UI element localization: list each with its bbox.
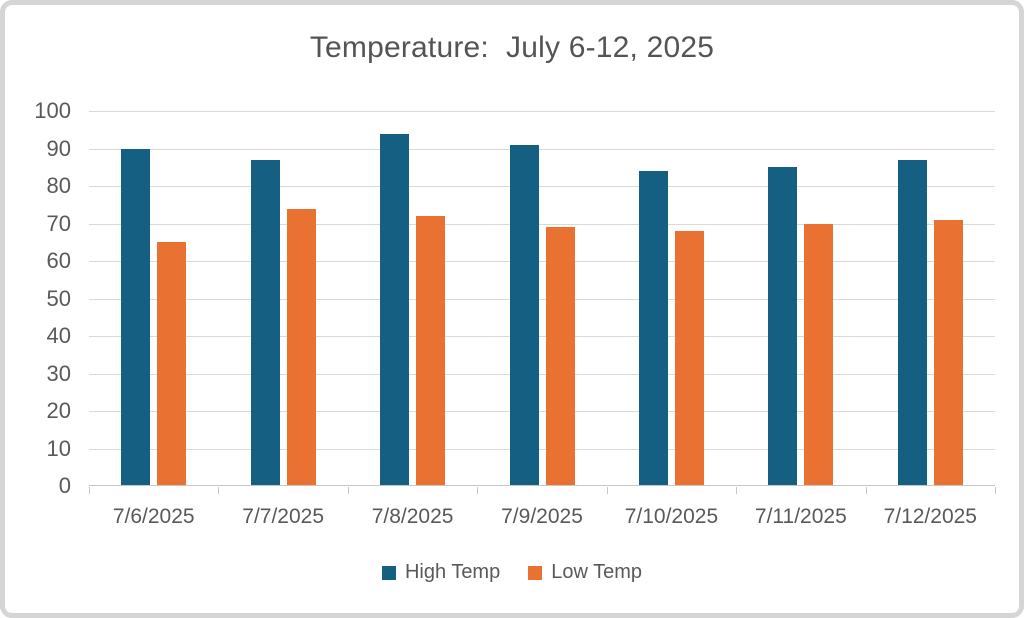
- y-axis-tick-label: 30: [46, 360, 71, 386]
- x-axis-tick: [218, 487, 220, 494]
- legend-item-high-temp: High Temp: [381, 561, 501, 584]
- legend-swatch-icon: [381, 565, 396, 580]
- legend-label: Low Temp: [551, 561, 643, 583]
- high-temp-bar: [768, 167, 798, 485]
- gridline: [89, 186, 995, 187]
- y-axis-tick-label: 10: [46, 435, 71, 461]
- high-temp-bar: [638, 171, 668, 485]
- legend-item-low-temp: Low Temp: [528, 561, 642, 584]
- x-axis-tick-label: 7/10/2025: [624, 505, 719, 528]
- gridline: [89, 261, 995, 262]
- y-axis-tick-label: 100: [34, 98, 71, 123]
- x-axis-tick: [606, 487, 608, 494]
- gridline: [89, 148, 995, 150]
- x-axis-tick: [89, 487, 90, 494]
- x-axis-tick-label: 7/9/2025: [501, 505, 583, 528]
- gridline: [89, 411, 995, 412]
- low-temp-bar: [157, 242, 187, 485]
- gridline: [89, 298, 995, 300]
- x-axis-tick: [347, 487, 349, 494]
- x-axis-tick: [995, 487, 996, 494]
- legend-swatch-icon: [528, 565, 543, 580]
- x-axis-tick-label: 7/12/2025: [883, 505, 977, 528]
- x-axis-line: [89, 485, 995, 486]
- gridline: [89, 111, 995, 112]
- low-temp-bar: [416, 216, 446, 485]
- x-axis-tick: [477, 487, 479, 494]
- gridline: [89, 223, 995, 225]
- y-axis-tick-label: 0: [58, 473, 71, 498]
- y-axis-tick-label: 60: [46, 248, 71, 273]
- chart-legend: High Temp Low Temp: [5, 561, 1019, 584]
- y-axis-labels: 0 10 20 30 40 50 60 70 80 90 100: [5, 100, 75, 497]
- x-axis-tick-label: 7/6/2025: [112, 505, 195, 528]
- y-axis-tick-label: 90: [46, 135, 71, 161]
- low-temp-bar: [933, 219, 963, 485]
- y-axis-tick-label: 50: [46, 285, 71, 311]
- x-axis-tick-label: 7/11/2025: [754, 505, 847, 528]
- x-axis-labels: 7/6/2025 7/7/2025 7/8/2025 7/9/2025 7/10/202…: [89, 505, 995, 531]
- y-axis-tick-label: 40: [46, 323, 71, 348]
- high-temp-bar: [250, 159, 280, 485]
- high-temp-bar: [380, 133, 410, 485]
- high-temp-bar: [509, 144, 539, 485]
- low-temp-bar: [804, 223, 834, 485]
- gridline: [89, 373, 995, 375]
- gridline: [89, 336, 995, 337]
- chart-title: Temperature: July 6-12, 2025: [309, 31, 715, 64]
- x-axis-tick: [865, 487, 867, 494]
- y-axis-tick-label: 70: [46, 210, 71, 236]
- x-axis-tick: [736, 487, 738, 494]
- x-axis-ticks: [89, 487, 996, 494]
- y-axis-tick-label: 20: [46, 398, 71, 423]
- legend-label: High Temp: [404, 561, 501, 583]
- high-temp-bar: [897, 159, 927, 485]
- x-axis-tick-label: 7/8/2025: [371, 505, 454, 528]
- low-temp-bar: [286, 208, 316, 485]
- x-axis-tick-label: 7/7/2025: [242, 505, 325, 528]
- low-temp-bar: [545, 227, 575, 485]
- low-temp-bar: [674, 231, 704, 485]
- gridline: [89, 448, 995, 450]
- high-temp-bar: [121, 148, 151, 485]
- plot-area: [89, 111, 995, 486]
- y-axis-tick-label: 80: [46, 173, 71, 198]
